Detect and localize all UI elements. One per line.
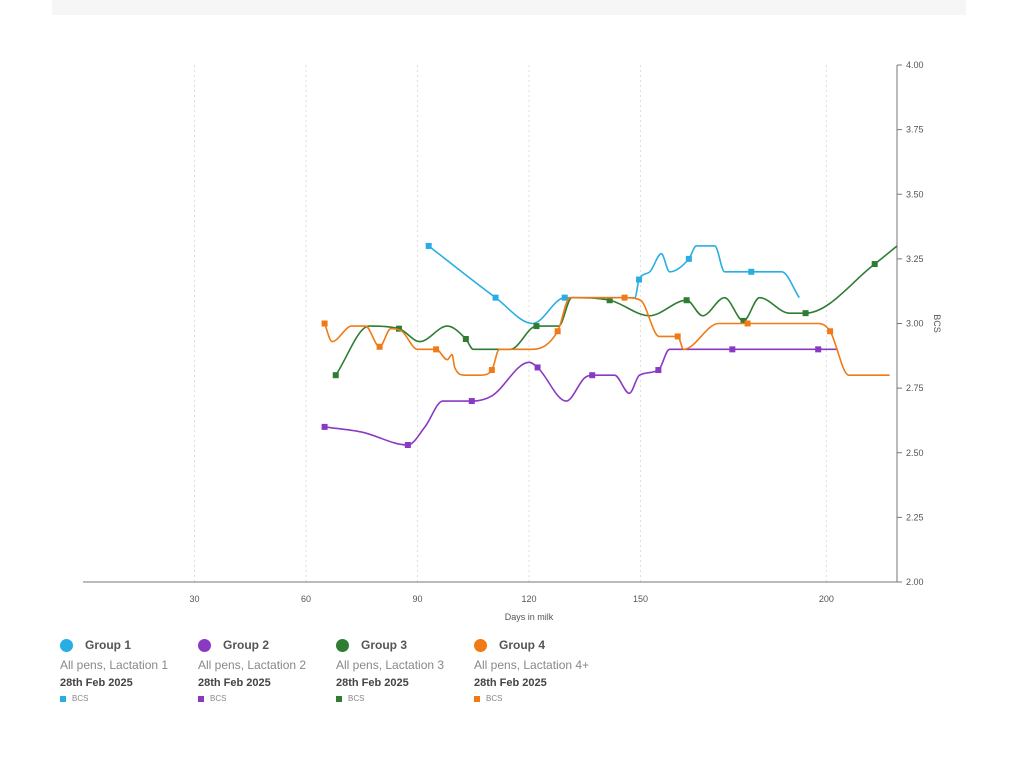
- data-point-marker: [488, 367, 495, 374]
- legend-title: Group 4: [474, 636, 612, 654]
- y-tick-label: 2.25: [906, 512, 924, 522]
- legend-date: 28th Feb 2025: [474, 677, 547, 689]
- legend-group-name: Group 1: [85, 638, 132, 652]
- legend-subtitle: All pens, Lactation 3: [336, 658, 445, 672]
- data-point-marker: [606, 297, 613, 304]
- series-line: [324, 348, 838, 446]
- legend-date: 28th Feb 2025: [198, 677, 271, 689]
- legend-group-name: Group 3: [361, 638, 408, 652]
- x-axis-title: Days in milk: [505, 612, 554, 622]
- data-point-marker: [683, 297, 690, 304]
- y-tick-label: 3.50: [906, 189, 924, 199]
- data-point-marker: [621, 294, 628, 301]
- series-1: [425, 242, 800, 325]
- legend-group-name: Group 2: [223, 638, 270, 652]
- y-axis-title: BCS: [932, 314, 942, 333]
- legend-item-group-3[interactable]: Group 3 All pens, Lactation 3 28th Feb 202…: [336, 636, 474, 703]
- x-tick-label: 120: [522, 594, 537, 604]
- top-bar: [52, 0, 966, 15]
- legend: Group 1 All pens, Lactation 1 28th Feb 202…: [60, 636, 612, 703]
- data-point-marker: [533, 323, 540, 330]
- data-point-marker: [827, 328, 834, 335]
- series-line: [428, 245, 800, 325]
- data-point-marker: [815, 346, 822, 353]
- data-point-marker: [802, 310, 809, 317]
- legend-item-group-4[interactable]: Group 4 All pens, Lactation 4+ 28th Feb 20…: [474, 636, 612, 703]
- data-point-marker: [748, 268, 755, 275]
- legend-square-icon: [198, 695, 204, 702]
- y-tick-label: 3.75: [906, 125, 924, 135]
- legend-subtitle: All pens, Lactation 1: [60, 658, 169, 672]
- legend-dot-icon: [336, 638, 349, 652]
- data-point-marker: [534, 364, 541, 371]
- legend-title: Group 2: [198, 636, 336, 654]
- x-tick-label: 90: [413, 594, 423, 604]
- data-point-marker: [492, 294, 499, 301]
- y-tick-label: 3.00: [906, 319, 924, 329]
- series-line: [323, 296, 890, 377]
- data-point-marker: [589, 372, 596, 379]
- legend-item-group-1[interactable]: Group 1 All pens, Lactation 1 28th Feb 202…: [60, 636, 198, 703]
- data-point-marker: [871, 261, 878, 268]
- legend-title: Group 1: [60, 636, 198, 654]
- x-tick-label: 60: [301, 594, 311, 604]
- data-point-marker: [744, 320, 751, 327]
- legend-date: 28th Feb 2025: [60, 677, 133, 689]
- legend-square-icon: [336, 695, 342, 702]
- series-2: [321, 346, 838, 448]
- bcs-line-chart: 30 60 90 120 150 200 2.00 2.25 2.50 2.75 3.00 3.25 3…: [83, 60, 942, 622]
- x-tick-label: 150: [633, 594, 648, 604]
- data-point-marker: [554, 328, 561, 335]
- legend-subtitle: All pens, Lactation 4+: [474, 658, 590, 672]
- y-tick-label: 4.00: [906, 60, 924, 70]
- legend-series: BCS: [198, 694, 336, 703]
- y-tick-label: 3.25: [906, 254, 924, 264]
- y-tick-label: 2.00: [906, 577, 924, 587]
- legend-square-icon: [60, 695, 66, 702]
- x-tick-label: 30: [189, 594, 199, 604]
- legend-dot-icon: [474, 638, 487, 652]
- data-point-marker: [321, 423, 328, 430]
- series-line: [335, 245, 898, 376]
- legend-square-icon: [474, 695, 480, 702]
- data-point-marker: [332, 372, 339, 379]
- data-point-marker: [729, 346, 736, 353]
- legend-series: BCS: [336, 694, 474, 703]
- data-point-marker: [376, 343, 383, 350]
- legend-series: BCS: [474, 694, 612, 703]
- legend-item-group-2[interactable]: Group 2 All pens, Lactation 2 28th Feb 202…: [198, 636, 336, 703]
- y-tick-label: 2.50: [906, 448, 924, 458]
- data-point-marker: [404, 441, 411, 448]
- legend-title: Group 3: [336, 636, 474, 654]
- y-tick-label: 2.75: [906, 383, 924, 393]
- data-point-marker: [462, 336, 469, 343]
- data-point-marker: [655, 367, 662, 374]
- data-point-marker: [468, 398, 475, 405]
- legend-dot-icon: [60, 638, 73, 652]
- data-point-marker: [321, 320, 328, 327]
- legend-metric: BCS: [72, 694, 89, 703]
- legend-metric: BCS: [486, 694, 503, 703]
- legend-date: 28th Feb 2025: [336, 677, 409, 689]
- data-point-marker: [425, 242, 432, 249]
- data-point-marker: [636, 276, 643, 283]
- data-point-marker: [685, 255, 692, 262]
- series-4: [321, 294, 890, 377]
- legend-dot-icon: [198, 638, 211, 652]
- data-point-marker: [561, 294, 568, 301]
- legend-series: BCS: [60, 694, 198, 703]
- legend-subtitle: All pens, Lactation 2: [198, 658, 307, 672]
- data-point-marker: [674, 333, 681, 340]
- data-point-marker: [395, 325, 402, 332]
- legend-metric: BCS: [210, 694, 227, 703]
- x-tick-label: 200: [819, 594, 834, 604]
- legend-metric: BCS: [348, 694, 365, 703]
- data-point-marker: [740, 317, 747, 324]
- data-point-marker: [433, 346, 440, 353]
- legend-group-name: Group 4: [499, 638, 546, 652]
